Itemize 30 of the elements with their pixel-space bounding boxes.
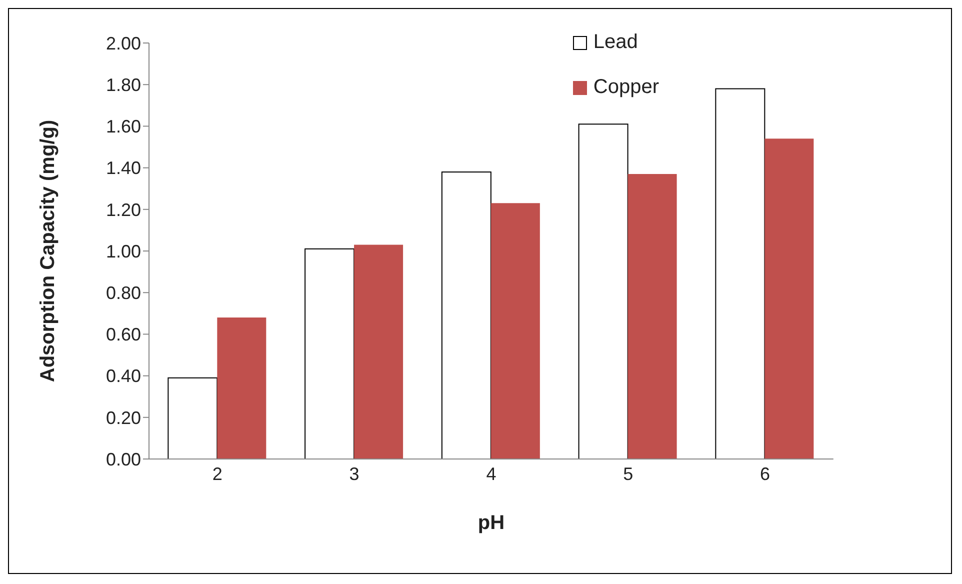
bar: [490, 203, 540, 459]
y-tick-label: 1.60: [106, 116, 141, 137]
y-tick-label: 1.80: [106, 74, 141, 95]
y-tick-label: 1.20: [106, 200, 141, 220]
bar: [628, 174, 677, 459]
y-tick-label: 0.00: [106, 449, 141, 470]
bar: [578, 124, 628, 459]
y-tick-label: 0.40: [106, 366, 141, 386]
y-tick-label: 0.20: [106, 408, 141, 428]
bar: [304, 248, 355, 459]
bar: [354, 244, 404, 459]
bar: [715, 88, 766, 459]
bar: [764, 138, 814, 459]
legend-label: Lead: [593, 31, 638, 54]
x-axis-title: pH: [478, 512, 505, 534]
y-axis-title: Adsorption Capacity (mg/g): [37, 120, 60, 382]
y-tick-label: 1.40: [106, 158, 141, 178]
x-tick-label: 6: [760, 464, 770, 484]
x-tick-label: 2: [212, 464, 222, 484]
bar: [441, 171, 492, 459]
x-tick-label: 5: [623, 464, 634, 484]
y-tick-label: 2.00: [106, 33, 141, 54]
y-tick-label: 0.60: [106, 324, 141, 345]
y-tick-label: 0.80: [106, 282, 141, 303]
y-tick-label: 1.00: [106, 241, 141, 262]
x-tick-label: 4: [486, 464, 496, 484]
x-tick-label: 3: [349, 464, 360, 484]
bar: [168, 377, 218, 459]
bar: [217, 318, 266, 459]
legend-label: Copper: [593, 76, 659, 99]
